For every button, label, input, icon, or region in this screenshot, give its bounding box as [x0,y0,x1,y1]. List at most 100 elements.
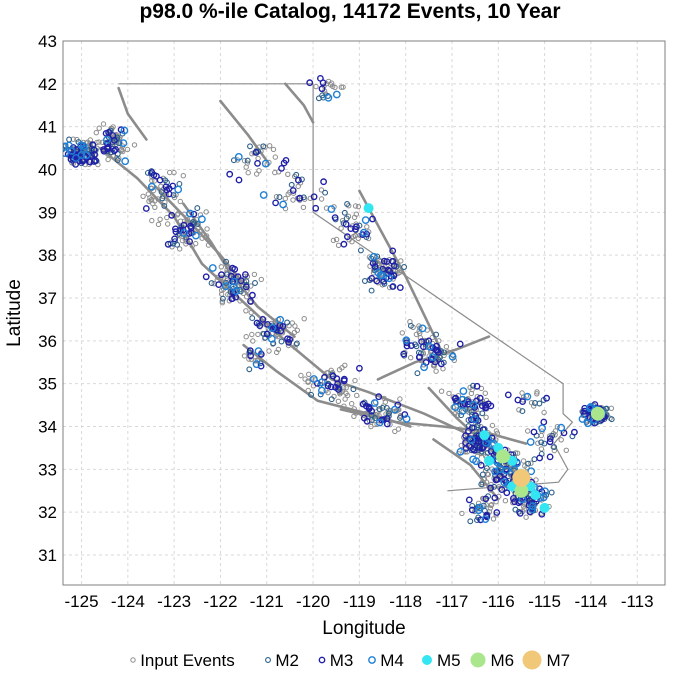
input-event-marker [150,187,157,194]
y-tick-label: 36 [38,332,57,351]
m2-event-marker [237,288,244,295]
m2-event-marker [230,157,237,164]
events-layer [63,75,615,525]
y-tick-label: 38 [38,246,57,265]
m4-event-marker [359,228,368,237]
m4-event-marker [390,405,399,414]
m2-event-marker [361,278,368,284]
m4-event-marker [119,139,128,148]
input-event-marker [335,398,342,404]
input-event-marker [338,225,344,231]
m4-event-marker [230,277,239,286]
m4-event-marker [402,414,411,423]
m4-event-marker [63,142,69,151]
m2-event-marker [308,391,315,398]
m4-event-marker [402,336,411,345]
m4-event-marker [67,146,76,155]
input-event-marker [131,142,138,148]
m3-event-marker [482,403,490,411]
m3-event-marker [327,383,335,391]
input-event-marker [87,137,94,143]
m2-event-marker [298,176,305,183]
input-event-marker [490,516,497,522]
m2-event-marker [208,280,215,287]
m3-event-marker [546,438,554,446]
m4-event-marker [317,378,326,387]
m3-event-marker [312,204,320,212]
m3-event-marker [320,178,327,186]
m3-event-marker [186,238,194,245]
x-tick-label: -120 [296,592,330,611]
y-axis-ticks: 31 32 33 34 35 36 37 38 39 40 41 42 43 [38,32,57,565]
m3-event-marker [332,383,339,391]
m2-event-marker [538,439,545,446]
input-event-marker [438,388,445,394]
x-tick-label: -115 [528,592,561,611]
m3-event-marker [427,355,435,363]
m2-event-marker [608,416,615,423]
m2-event-marker [276,194,283,201]
m3-event-marker [259,315,267,323]
m4-event-marker [103,135,111,144]
m2-event-marker [374,253,381,260]
m3-event-marker [468,424,476,432]
input-event-marker [218,264,225,270]
m4-event-marker [458,395,467,404]
m3-event-marker [456,340,464,348]
legend-symbol [265,657,271,663]
input-event-marker [538,446,545,452]
input-event-marker [243,308,249,314]
m3-event-marker [168,211,176,219]
m4-event-marker [79,142,88,151]
m3-event-marker [169,182,177,190]
m3-event-marker [142,205,150,212]
m2-event-marker [536,400,543,407]
m2-event-marker [252,280,258,286]
m3-event-marker [310,193,318,201]
input-event-marker [538,432,544,439]
x-tick-label: -119 [343,592,376,611]
y-axis-label: Latitude [4,279,25,347]
m2-event-marker [479,410,486,417]
x-tick-label: -123 [157,592,191,611]
m3-event-marker [272,326,280,334]
x-axis-ticks: -125 -124 -123 -122 -121 -120 -119 -118 -117 -116… [65,592,654,611]
m3-event-marker [340,240,348,248]
m3-event-marker [100,146,108,153]
m3-event-marker [252,149,260,156]
m3-event-marker [478,444,486,452]
input-event-marker [243,294,250,300]
m3-event-marker [493,509,501,516]
input-event-marker [345,392,351,399]
input-event-marker [199,235,205,241]
m2-event-marker [270,340,277,347]
m2-event-marker [341,209,348,216]
y-tick-label: 41 [38,118,57,137]
m4-event-marker [208,264,217,272]
m6-event-marker [495,449,510,464]
m2-event-marker [223,258,230,265]
m3-event-marker [162,183,170,191]
m2-event-marker [343,215,350,222]
input-event-marker [352,203,359,209]
m3-event-marker [466,435,474,443]
input-event-marker [528,400,535,406]
m5-event-marker [363,203,374,214]
m3-event-marker [218,271,225,279]
m3-event-marker [241,271,249,278]
input-event-marker [105,156,111,163]
m3-event-marker [324,382,332,390]
input-event-marker [96,139,102,145]
m4-event-marker [428,353,437,361]
input-event-marker [520,503,527,510]
m2-event-marker [407,322,414,329]
input-event-marker [219,300,226,306]
m2-event-marker [293,171,300,178]
input-event-marker [563,447,569,453]
input-event-marker [164,214,170,221]
fault-trace [283,82,315,124]
m3-event-marker [462,432,469,440]
m2-event-marker [551,444,558,451]
m2-event-marker [372,415,378,422]
input-event-marker [480,495,486,502]
